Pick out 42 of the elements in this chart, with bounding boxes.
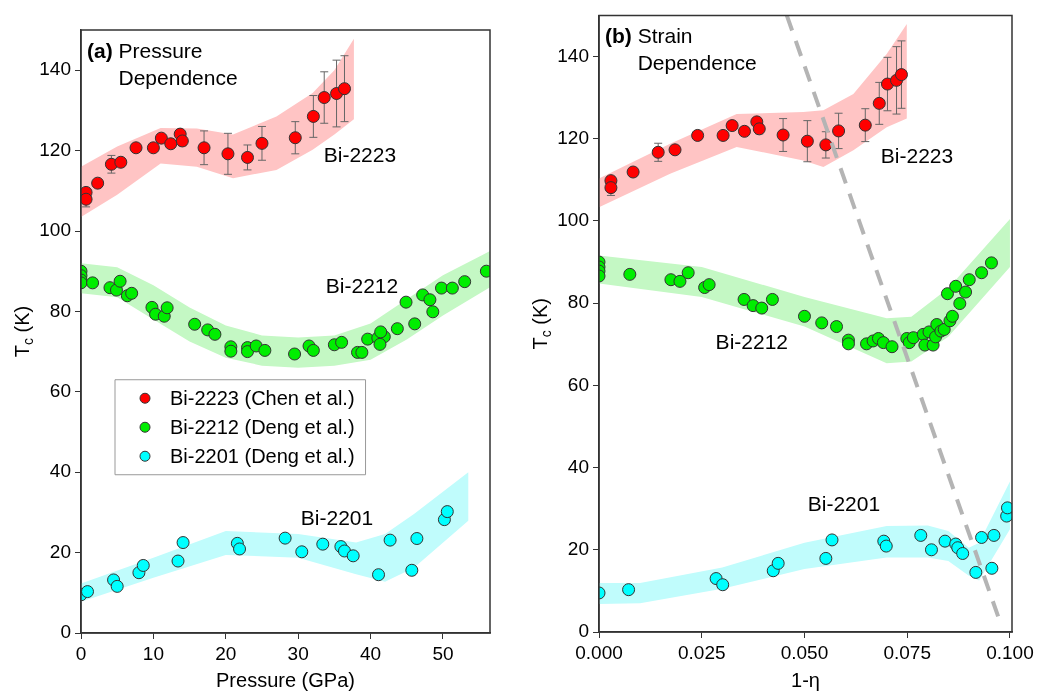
y-tick-label: 20 bbox=[49, 540, 71, 562]
annotation: Bi-2201 bbox=[807, 492, 881, 516]
x-tick-label: 0.075 bbox=[883, 641, 931, 663]
annotation: Bi-2223 bbox=[323, 143, 397, 167]
text: (a) Pressure Dependence bbox=[87, 38, 238, 89]
y-tick-label: 120 bbox=[39, 138, 71, 160]
x-tick-label: 50 bbox=[432, 642, 454, 664]
y-tick-label: 80 bbox=[49, 299, 71, 321]
legend-label: Bi-2201 (Deng et al.) bbox=[170, 444, 355, 467]
x-tick-label: 0.100 bbox=[986, 641, 1034, 663]
y-tick-label: 100 bbox=[557, 209, 589, 231]
y-tick-label: 100 bbox=[39, 219, 71, 241]
x-tick-label: 10 bbox=[142, 642, 164, 664]
annotation: Bi-2223 bbox=[880, 144, 954, 168]
y-tick-label: 20 bbox=[567, 538, 589, 560]
x-tick-label: 0.025 bbox=[677, 641, 726, 663]
y-tick-label: 120 bbox=[557, 126, 589, 148]
x-tick-label: 0.050 bbox=[780, 641, 829, 663]
y-tick-label: 60 bbox=[567, 373, 589, 395]
x-tick-label: 0.000 bbox=[575, 641, 623, 663]
y-tick-label: 0 bbox=[60, 621, 71, 643]
y-axis-title: Tc (K) bbox=[528, 297, 554, 350]
y-tick-label: 80 bbox=[567, 291, 589, 313]
text: (b) Strain Dependence bbox=[605, 24, 757, 75]
legend-label: Bi-2212 (Deng et al.) bbox=[170, 415, 355, 438]
y-tick-label: 40 bbox=[49, 460, 71, 482]
x-tick-label: 30 bbox=[287, 642, 309, 664]
y-tick-label: 40 bbox=[567, 455, 589, 477]
x-axis-title: Pressure (GPa) bbox=[216, 668, 355, 691]
x-tick-label: 40 bbox=[359, 642, 382, 664]
legend-label: Bi-2223 (Chen et al.) bbox=[170, 386, 355, 409]
annotation: Bi-2212 bbox=[715, 330, 789, 354]
y-tick-label: 140 bbox=[39, 58, 71, 80]
x-tick-label: 20 bbox=[215, 642, 237, 664]
annotation: Bi-2201 bbox=[300, 506, 374, 530]
y-tick-label: 140 bbox=[557, 44, 589, 66]
y-tick-label: 0 bbox=[578, 620, 589, 642]
x-axis-title: 1-η bbox=[791, 668, 820, 691]
y-tick-label: 60 bbox=[49, 380, 71, 402]
x-tick-label: 0 bbox=[75, 642, 87, 664]
annotation: Bi-2212 bbox=[325, 274, 399, 298]
y-axis-title: Tc (K) bbox=[10, 305, 36, 358]
